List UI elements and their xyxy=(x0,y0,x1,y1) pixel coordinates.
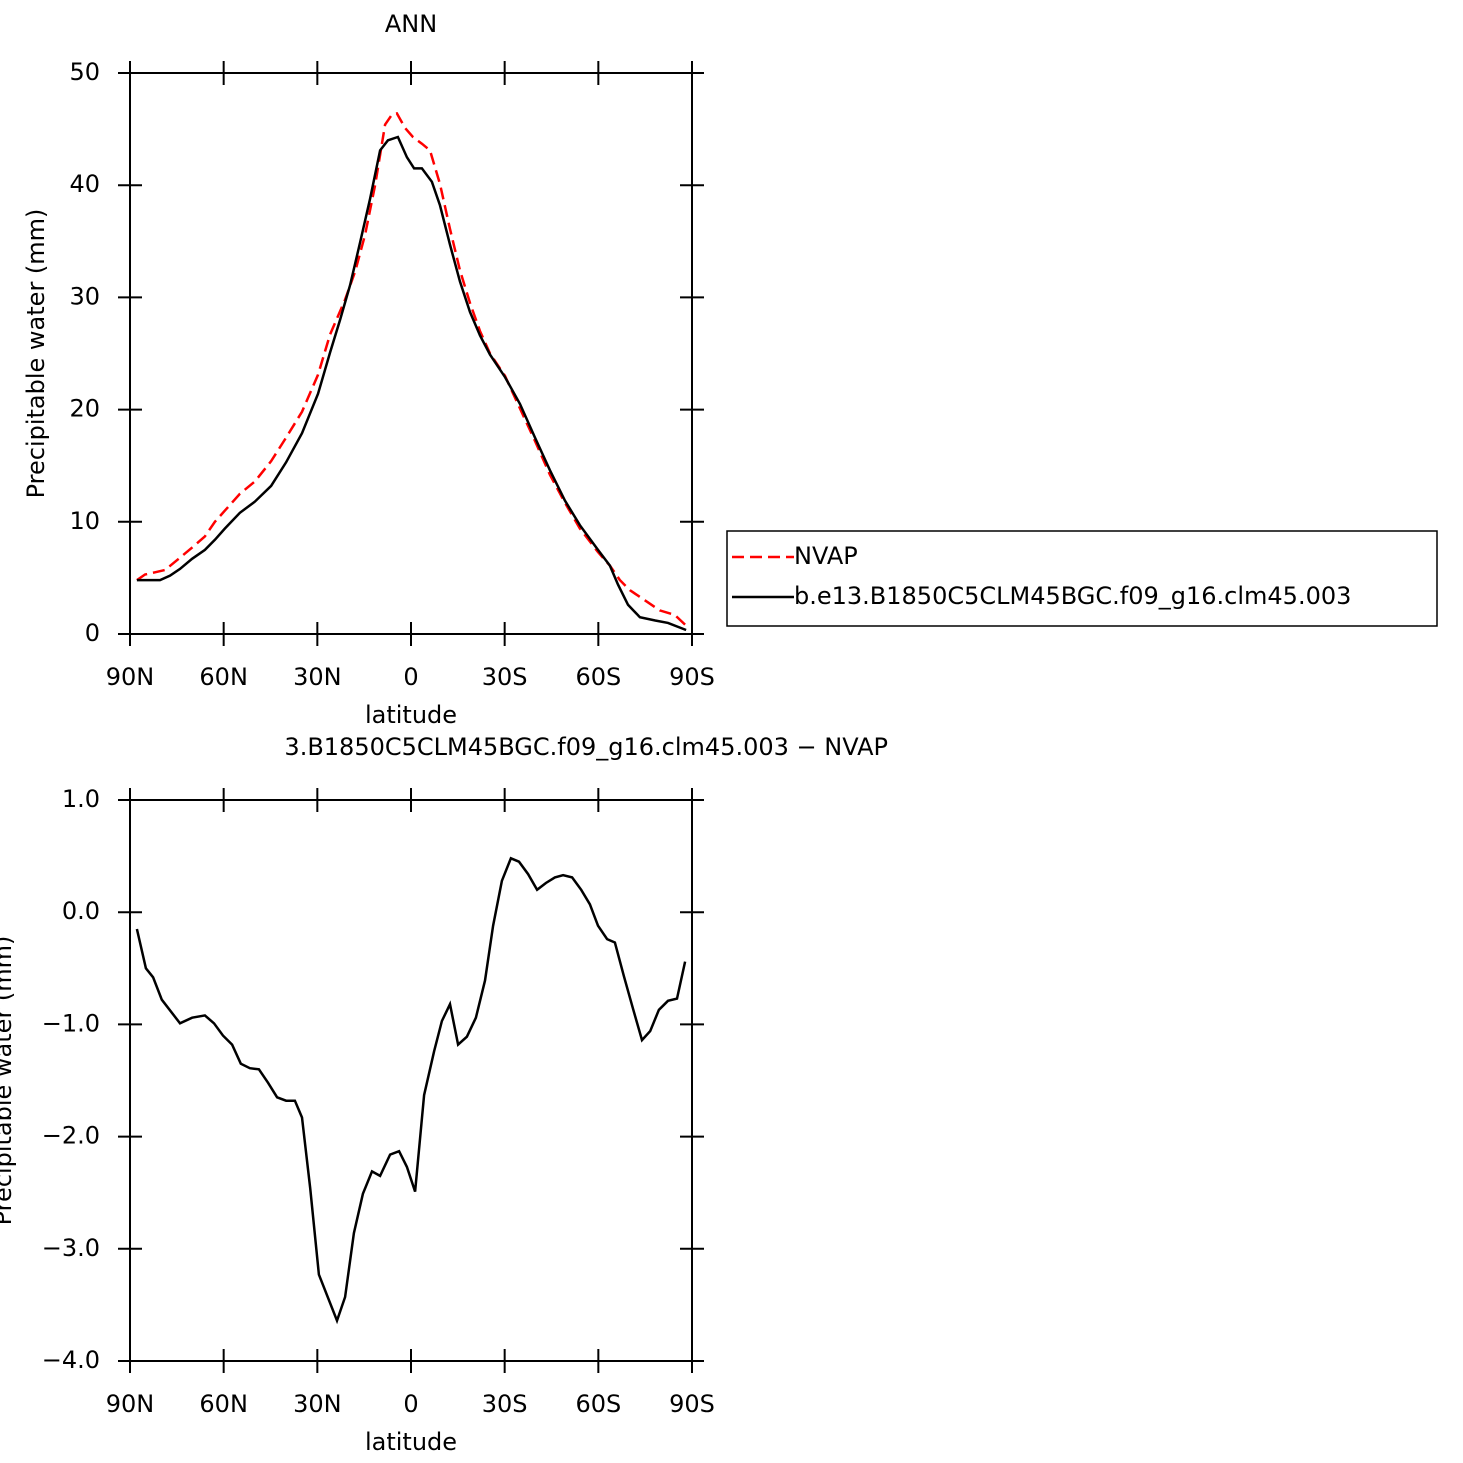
y-tick-label: 10 xyxy=(69,507,100,535)
legend-label: NVAP xyxy=(794,542,858,570)
data-line xyxy=(135,856,687,1325)
legend-label: b.e13.B1850C5CLM45BGC.f09_g16.clm45.003 xyxy=(794,582,1351,610)
y-tick-label: 50 xyxy=(69,58,100,86)
x-tick-label: 60N xyxy=(199,1390,248,1418)
x-tick-label: 60S xyxy=(575,663,621,691)
x-tick-label: 90S xyxy=(669,663,715,691)
data-line xyxy=(136,111,689,629)
x-tick-label: 60S xyxy=(575,1390,621,1418)
x-tick-label: 30N xyxy=(293,1390,342,1418)
y-tick-label: 1.0 xyxy=(62,785,100,813)
x-tick-label: 90N xyxy=(106,663,155,691)
x-tick-label: 90S xyxy=(669,1390,715,1418)
y-tick-label: 40 xyxy=(69,170,100,198)
y-tick-label: 20 xyxy=(69,395,100,423)
legend-box xyxy=(726,530,1438,627)
y-tick-label: 30 xyxy=(69,282,100,310)
x-tick-label: 90N xyxy=(106,1390,155,1418)
x-axis-label: latitude xyxy=(365,1428,457,1456)
x-tick-label: 0 xyxy=(403,1390,418,1418)
x-tick-label: 60N xyxy=(199,663,248,691)
data-line xyxy=(136,135,687,632)
y-tick-label: 0.0 xyxy=(62,897,100,925)
plot-frame xyxy=(129,799,693,1362)
chart-title: 3.B1850C5CLM45BGC.f09_g16.clm45.003 − NV… xyxy=(284,733,888,761)
chart-title: ANN xyxy=(385,10,437,38)
x-axis-label: latitude xyxy=(365,701,457,729)
x-tick-label: 30N xyxy=(293,663,342,691)
x-tick-label: 30S xyxy=(482,663,528,691)
x-tick-label: 0 xyxy=(403,663,418,691)
x-tick-label: 30S xyxy=(482,1390,528,1418)
y-tick-label: −1.0 xyxy=(42,1009,100,1037)
plot-frame xyxy=(129,72,693,635)
y-axis-label: Precipitable water (mm) xyxy=(0,936,17,1226)
y-axis-label: Precipitable water (mm) xyxy=(22,209,50,499)
y-tick-label: −4.0 xyxy=(42,1346,100,1374)
y-tick-label: −2.0 xyxy=(42,1122,100,1150)
y-tick-label: −3.0 xyxy=(42,1234,100,1262)
y-tick-label: 0 xyxy=(85,619,100,647)
